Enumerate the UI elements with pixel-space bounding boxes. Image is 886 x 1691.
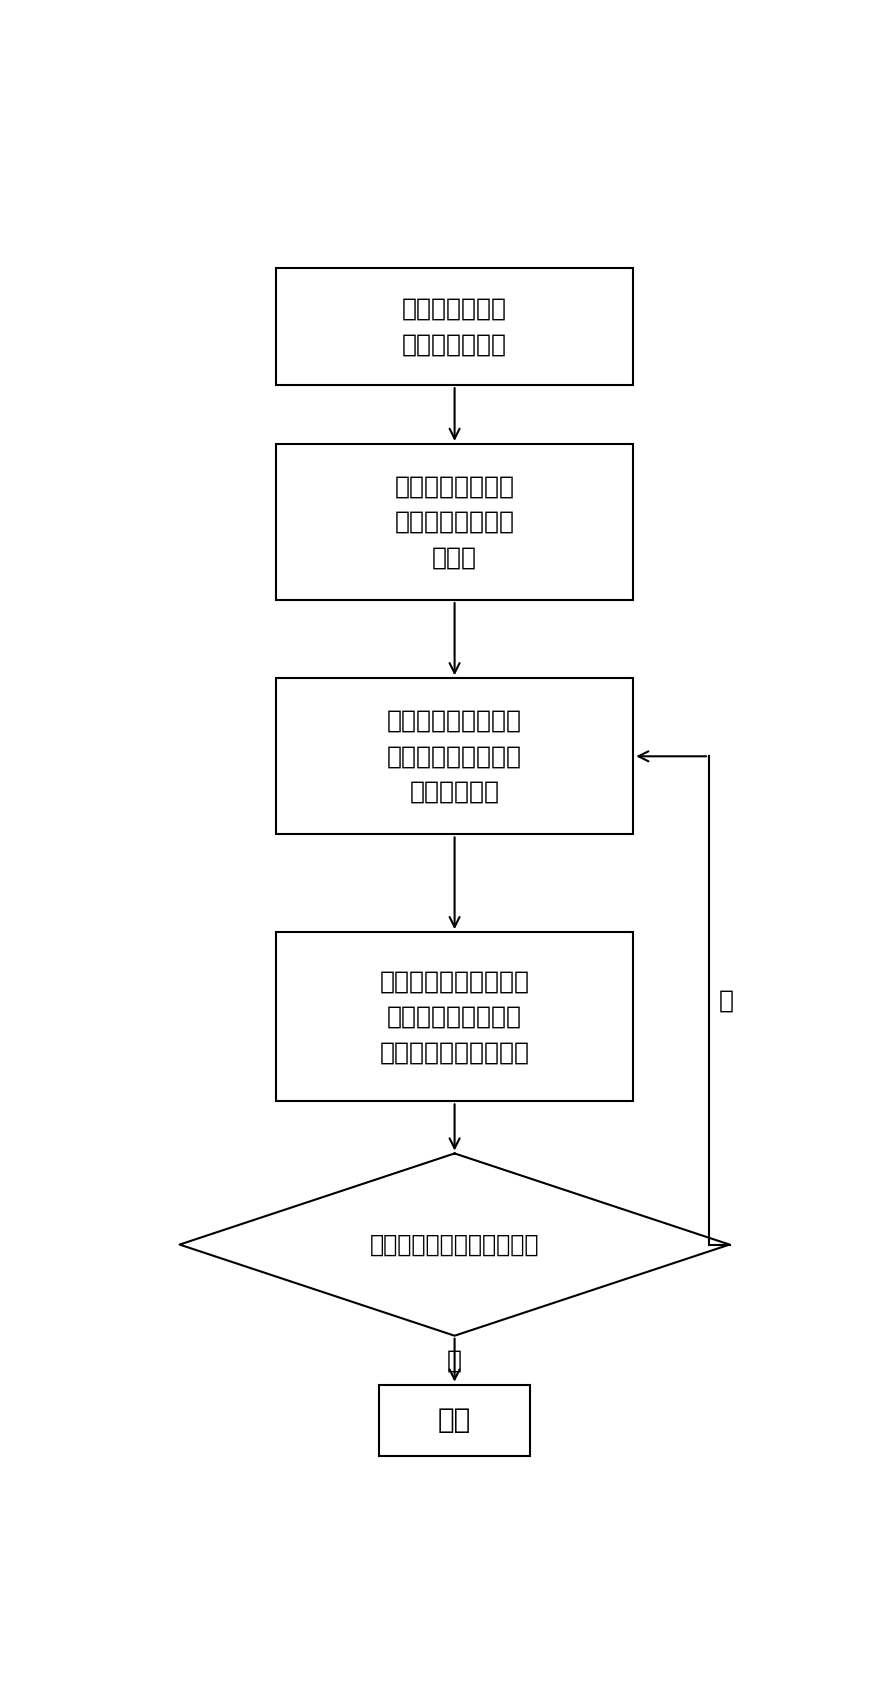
- Text: 否: 否: [719, 989, 734, 1013]
- Text: 对样本集进行数据
处理，形成归一化
样本集: 对样本集进行数据 处理，形成归一化 样本集: [394, 475, 514, 570]
- Text: 根据历史故障数据的
特点，构建深度卷积
神经网络模型: 根据历史故障数据的 特点，构建深度卷积 神经网络模型: [386, 709, 522, 803]
- FancyBboxPatch shape: [276, 678, 633, 834]
- Text: 判断故障诊断模型是否准确: 判断故障诊断模型是否准确: [369, 1233, 539, 1256]
- FancyBboxPatch shape: [276, 932, 633, 1101]
- FancyBboxPatch shape: [378, 1385, 530, 1456]
- Text: 结束: 结束: [438, 1407, 470, 1434]
- FancyBboxPatch shape: [276, 269, 633, 386]
- Text: 根据归一化样本集训练
深度卷积神经网络模
型，形成故障诊断模型: 根据归一化样本集训练 深度卷积神经网络模 型，形成故障诊断模型: [379, 969, 529, 1064]
- Text: 采集历史故障数
据，形成样本集: 采集历史故障数 据，形成样本集: [401, 298, 507, 357]
- FancyBboxPatch shape: [276, 443, 633, 600]
- Text: 是: 是: [447, 1348, 462, 1371]
